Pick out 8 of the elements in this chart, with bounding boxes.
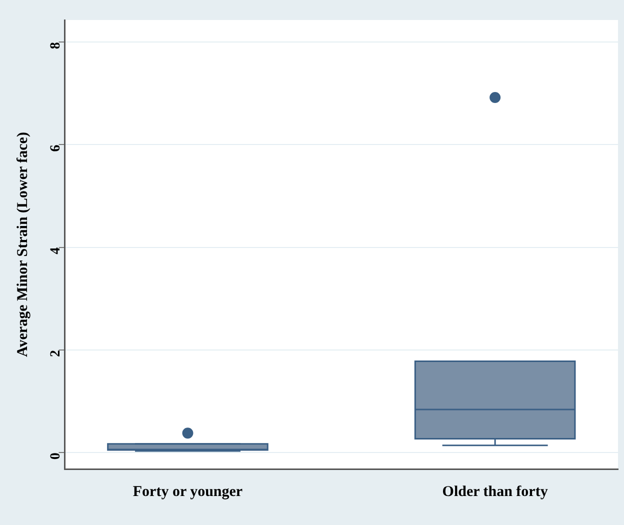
y-tick-label: 4: [48, 247, 64, 254]
x-tick-label: Forty or younger: [132, 484, 243, 500]
y-tick-label: 6: [48, 144, 64, 152]
x-tick-label: Older than forty: [442, 484, 548, 500]
y-axis-title: Average Minor Strain (Lower face): [14, 132, 31, 357]
y-tick-label: 2: [48, 350, 64, 357]
y-tick-label: 8: [48, 42, 64, 50]
y-tick-label: 0: [48, 452, 64, 460]
